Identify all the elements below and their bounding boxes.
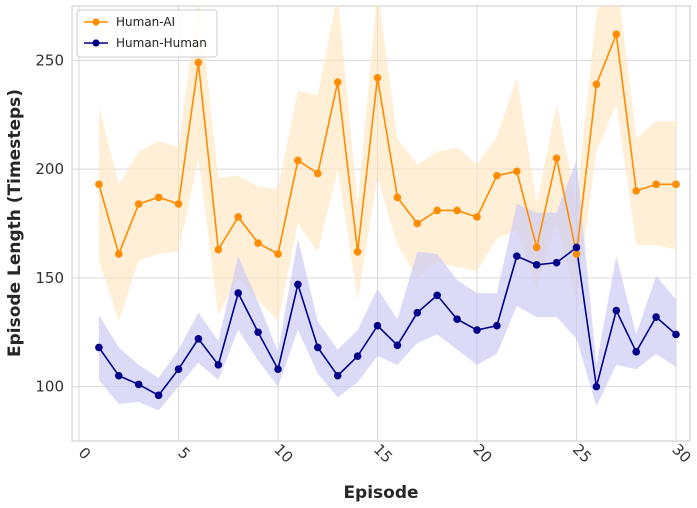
point-human-ai [333, 78, 342, 86]
line-human-human [98, 245, 677, 397]
point-human-human [572, 243, 581, 252]
point-human-human [493, 321, 501, 330]
x-tick-label: 10 [270, 440, 296, 466]
point-human-human [592, 382, 601, 391]
band-human-human [98, 160, 676, 411]
point-human-human [214, 361, 223, 369]
y-tick-label: 150 [35, 269, 64, 287]
x-tick-label: 5 [174, 444, 193, 463]
point-human-ai [134, 200, 143, 208]
x-tick-label: 15 [370, 440, 396, 466]
point-human-ai [254, 239, 262, 247]
point-human-ai [413, 219, 422, 228]
point-human-human [254, 328, 262, 337]
x-tick-label: 20 [469, 440, 495, 466]
point-human-ai [592, 80, 601, 89]
point-human-human [652, 313, 660, 321]
point-human-human [612, 306, 621, 315]
point-human-human [154, 391, 163, 400]
series-points [95, 30, 680, 400]
point-human-human [672, 330, 680, 339]
point-human-ai [532, 243, 541, 252]
point-human-ai [652, 180, 660, 189]
legend-label-human-human: Human-Human [116, 36, 207, 50]
point-human-human [333, 371, 342, 380]
point-human-ai [234, 213, 242, 221]
series-lines [98, 33, 677, 397]
point-human-ai [513, 167, 521, 176]
legend-marker-human-ai [92, 18, 100, 26]
point-human-human [552, 258, 561, 267]
point-human-ai [672, 180, 680, 189]
legend-label-human-ai: Human-AI [116, 15, 175, 29]
point-human-ai [274, 250, 282, 258]
y-tick-label: 250 [35, 51, 64, 69]
point-human-human [134, 380, 143, 389]
point-human-human [274, 365, 282, 374]
point-human-human [413, 308, 422, 317]
legend-marker-human-human [92, 39, 100, 47]
point-human-human [632, 348, 640, 356]
point-human-ai [572, 250, 581, 258]
point-human-human [174, 365, 183, 374]
point-human-ai [115, 250, 123, 258]
point-human-ai [174, 200, 183, 208]
point-human-human [373, 321, 382, 330]
y-tick-label: 200 [35, 160, 64, 178]
point-human-ai [433, 206, 442, 215]
confidence-bands [98, 6, 676, 411]
y-tick-label: 100 [35, 378, 64, 396]
point-human-human [95, 343, 103, 352]
x-tick-label: 0 [75, 444, 94, 463]
legend: Human-AI Human-Human [76, 9, 218, 58]
point-human-human [473, 326, 481, 334]
point-human-human [453, 315, 461, 324]
point-human-ai [353, 247, 362, 256]
point-human-ai [314, 169, 322, 178]
x-axis-title: Episode [343, 483, 418, 503]
x-tick-label: 30 [668, 440, 694, 466]
point-human-human [433, 291, 442, 300]
x-tick-label: 25 [569, 440, 595, 466]
point-human-ai [552, 154, 561, 163]
point-human-ai [373, 73, 382, 82]
point-human-ai [632, 187, 640, 195]
point-human-ai [95, 180, 103, 189]
point-human-human [353, 352, 362, 360]
point-human-ai [493, 171, 501, 180]
point-human-ai [453, 206, 461, 215]
point-human-human [115, 371, 123, 380]
point-human-human [314, 343, 322, 352]
legend-box [76, 9, 218, 58]
point-human-ai [294, 156, 302, 165]
point-human-ai [194, 58, 203, 67]
line-human-ai [98, 33, 676, 257]
point-human-ai [214, 245, 223, 254]
point-human-human [532, 261, 541, 269]
point-human-human [294, 280, 302, 289]
y-axis-title: Episode Length (Timesteps) [5, 89, 25, 357]
point-human-ai [393, 193, 402, 202]
point-human-human [393, 341, 402, 350]
point-human-ai [612, 30, 621, 39]
point-human-human [194, 334, 203, 343]
point-human-human [513, 252, 521, 260]
point-human-ai [473, 213, 481, 221]
point-human-human [234, 289, 242, 297]
point-human-ai [154, 193, 163, 202]
